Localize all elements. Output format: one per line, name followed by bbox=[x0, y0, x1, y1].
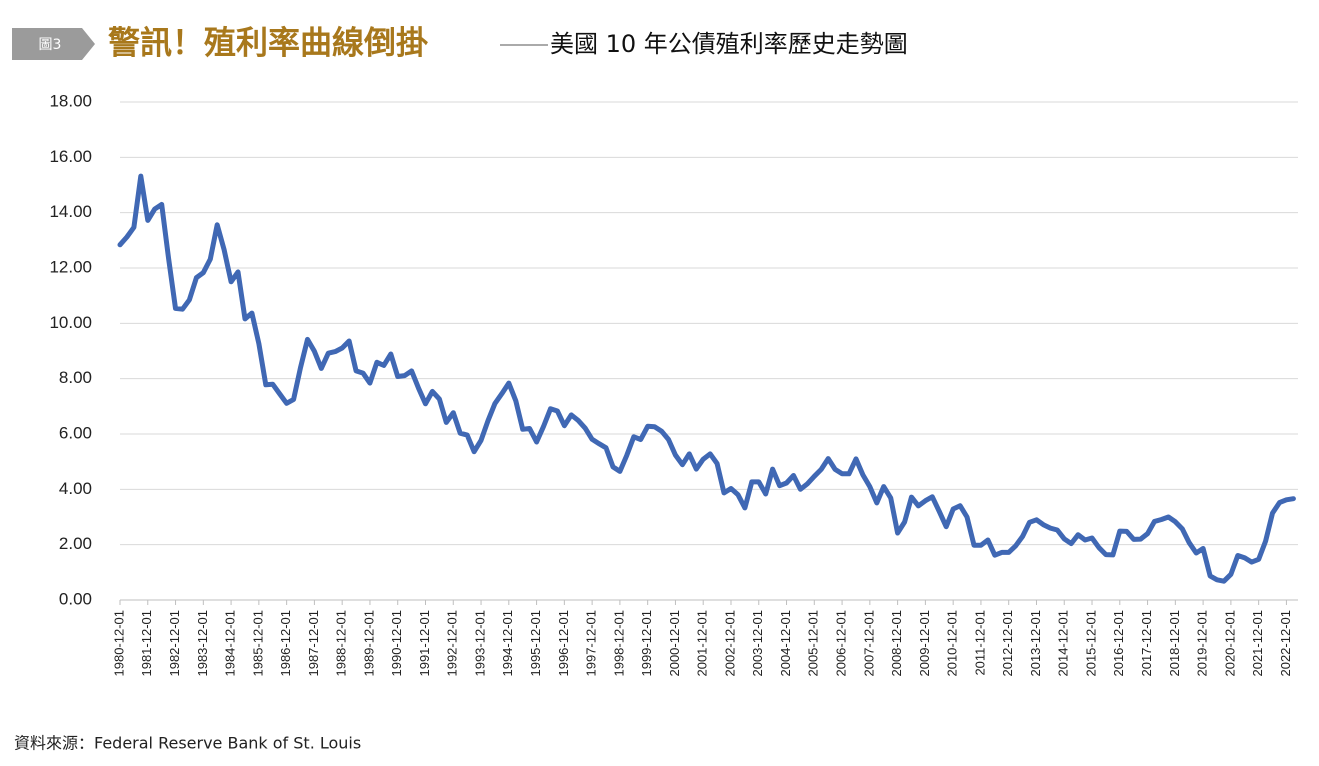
x-tick-label: 1989-12-01 bbox=[361, 610, 376, 677]
x-tick-label: 2018-12-01 bbox=[1167, 610, 1182, 677]
x-tick-label: 2009-12-01 bbox=[917, 610, 932, 677]
x-tick-label: 2011-12-01 bbox=[972, 610, 987, 676]
y-tick-label: 0.00 bbox=[59, 589, 92, 608]
x-tick-label: 2000-12-01 bbox=[667, 610, 682, 677]
x-tick-label: 1990-12-01 bbox=[389, 610, 404, 677]
x-tick-label: 2012-12-01 bbox=[1000, 610, 1015, 677]
y-tick-label: 14.00 bbox=[49, 202, 92, 221]
y-tick-label: 12.00 bbox=[49, 257, 92, 276]
x-tick-label: 2002-12-01 bbox=[722, 610, 737, 677]
x-tick-label: 1981-12-01 bbox=[139, 610, 154, 677]
x-tick-label: 1991-12-01 bbox=[417, 610, 432, 677]
y-tick-label: 18.00 bbox=[49, 91, 92, 110]
x-tick-label: 2006-12-01 bbox=[834, 610, 849, 677]
x-tick-label: 1983-12-01 bbox=[195, 610, 210, 677]
x-tick-label: 2010-12-01 bbox=[945, 610, 960, 677]
x-tick-label: 1997-12-01 bbox=[584, 610, 599, 677]
source: 資料來源：Federal Reserve Bank of St. Louis bbox=[14, 734, 361, 753]
tag-box bbox=[12, 28, 95, 60]
x-tick-label: 1993-12-01 bbox=[472, 610, 487, 677]
y-tick-label: 2.00 bbox=[59, 534, 92, 553]
x-tick-label: 1986-12-01 bbox=[278, 610, 293, 677]
tag: 圖3 bbox=[39, 37, 62, 53]
x-tick-label: 2004-12-01 bbox=[778, 610, 793, 677]
x-tick-label: 2005-12-01 bbox=[806, 610, 821, 677]
x-tick-label: 1987-12-01 bbox=[306, 610, 321, 677]
x-tick-label: 2022-12-01 bbox=[1278, 610, 1293, 677]
x-tick-label: 2015-12-01 bbox=[1083, 610, 1098, 677]
line bbox=[117, 173, 1296, 584]
title: 警訊！殖利率曲線倒掛 bbox=[108, 24, 428, 62]
x-tick-label: 2003-12-01 bbox=[750, 610, 765, 677]
x-tick-label: 1995-12-01 bbox=[528, 610, 543, 677]
x-tick-label: 2008-12-01 bbox=[889, 610, 904, 677]
x-tick-label: 2017-12-01 bbox=[1139, 610, 1154, 677]
y-tick-label: 8.00 bbox=[59, 368, 92, 387]
y-tick-label: 10.00 bbox=[49, 313, 92, 332]
subtitle: 美國 10 年公債殖利率歷史走勢圖 bbox=[550, 30, 908, 58]
x-tick-label: 1980-12-01 bbox=[111, 610, 126, 677]
x-tick-label: 2014-12-01 bbox=[1056, 610, 1071, 677]
x-tick-label: 1988-12-01 bbox=[334, 610, 349, 677]
x-tick-label: 1992-12-01 bbox=[445, 610, 460, 677]
x-tick-label: 2020-12-01 bbox=[1222, 610, 1237, 677]
x-tick-label: 1985-12-01 bbox=[250, 610, 265, 677]
x-tick-label: 1996-12-01 bbox=[556, 610, 571, 677]
x-tick-label: 1982-12-01 bbox=[167, 610, 182, 677]
y-tick-label: 6.00 bbox=[59, 423, 92, 442]
x-tick-label: 2007-12-01 bbox=[861, 610, 876, 677]
x-tick-label: 2016-12-01 bbox=[1111, 610, 1126, 677]
x-tick-label: 2001-12-01 bbox=[695, 610, 710, 677]
x-tick-label: 1984-12-01 bbox=[223, 610, 238, 677]
y-tick-label: 4.00 bbox=[59, 479, 92, 498]
x-tick-label: 2019-12-01 bbox=[1195, 610, 1210, 677]
y-tick-label: 16.00 bbox=[49, 147, 92, 166]
x-tick-label: 1999-12-01 bbox=[639, 610, 654, 677]
x-tick-label: 2021-12-01 bbox=[1250, 610, 1265, 677]
x-tick-label: 1998-12-01 bbox=[611, 610, 626, 677]
x-tick-label: 1994-12-01 bbox=[500, 610, 515, 677]
x-tick-label: 2013-12-01 bbox=[1028, 610, 1043, 677]
